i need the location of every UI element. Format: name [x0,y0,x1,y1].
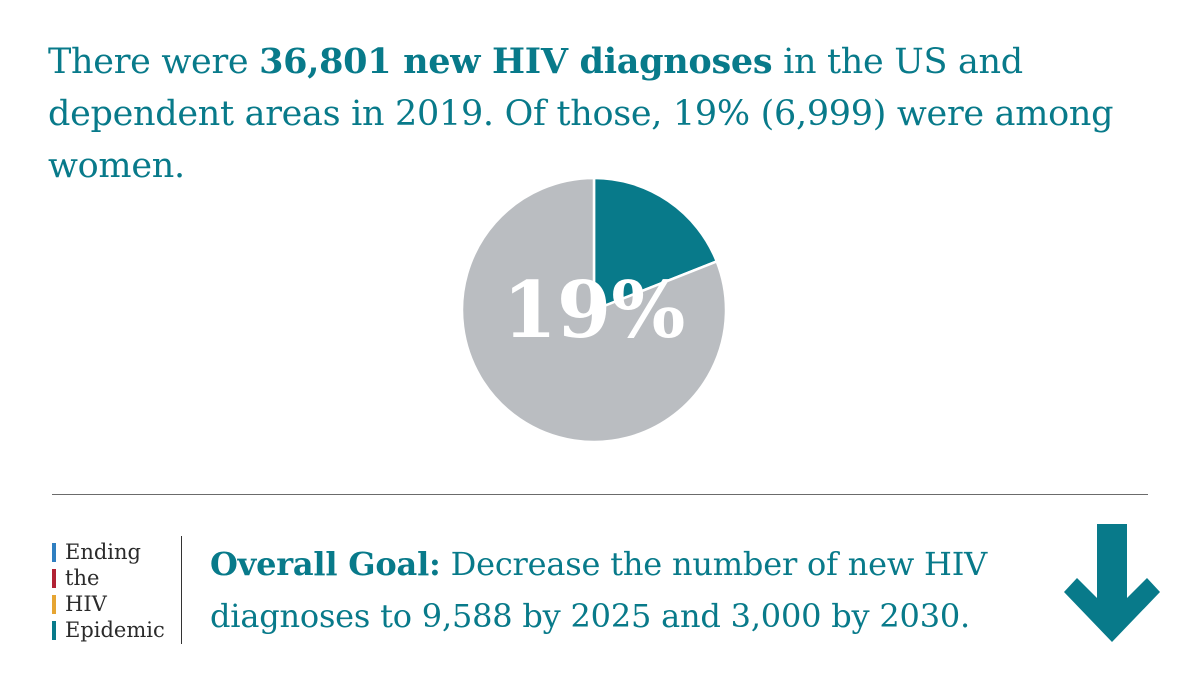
goal-text: Decrease the number of new HIV diagnoses… [210,545,988,635]
pie-slice-women [592,176,719,312]
logo-bar-2 [52,568,56,588]
down-arrow-icon [1064,524,1160,642]
logo-line-4: Epidemic [52,617,182,643]
logo-line-3: HIV [52,591,182,617]
pie-chart-svg: 19% [460,176,728,444]
headline-part2: in the US and dependent areas in 2019. O… [48,42,1114,186]
logo-line-2: the [52,565,182,591]
logo-line-1: Ending [52,539,182,565]
goal-label: Overall Goal: [210,545,441,583]
headline-bold: 36,801 new HIV diagnoses [259,41,773,82]
pie-slice-other [460,176,728,444]
pie-center-label: 19% [503,265,686,356]
logo-bar-4 [52,620,56,640]
pie-chart: 19% [456,172,732,448]
headline: There were 36,801 new HIV diagnoses in t… [48,36,1158,192]
logo-text-2: the [65,566,100,590]
logo-bar-1 [52,542,56,562]
overall-goal: Overall Goal: Decrease the number of new… [210,538,1040,642]
logo-bar-3 [52,594,56,614]
logo-separator [181,536,182,644]
down-arrow-shape [1064,524,1160,642]
headline-part1: There were [48,42,260,82]
ending-the-hiv-epidemic-logo: Ending the HIV Epidemic [52,539,182,643]
divider [52,494,1148,495]
logo-text-1: Ending [65,540,141,564]
logo-text-4: Epidemic [65,618,165,642]
logo-text-3: HIV [65,592,107,616]
